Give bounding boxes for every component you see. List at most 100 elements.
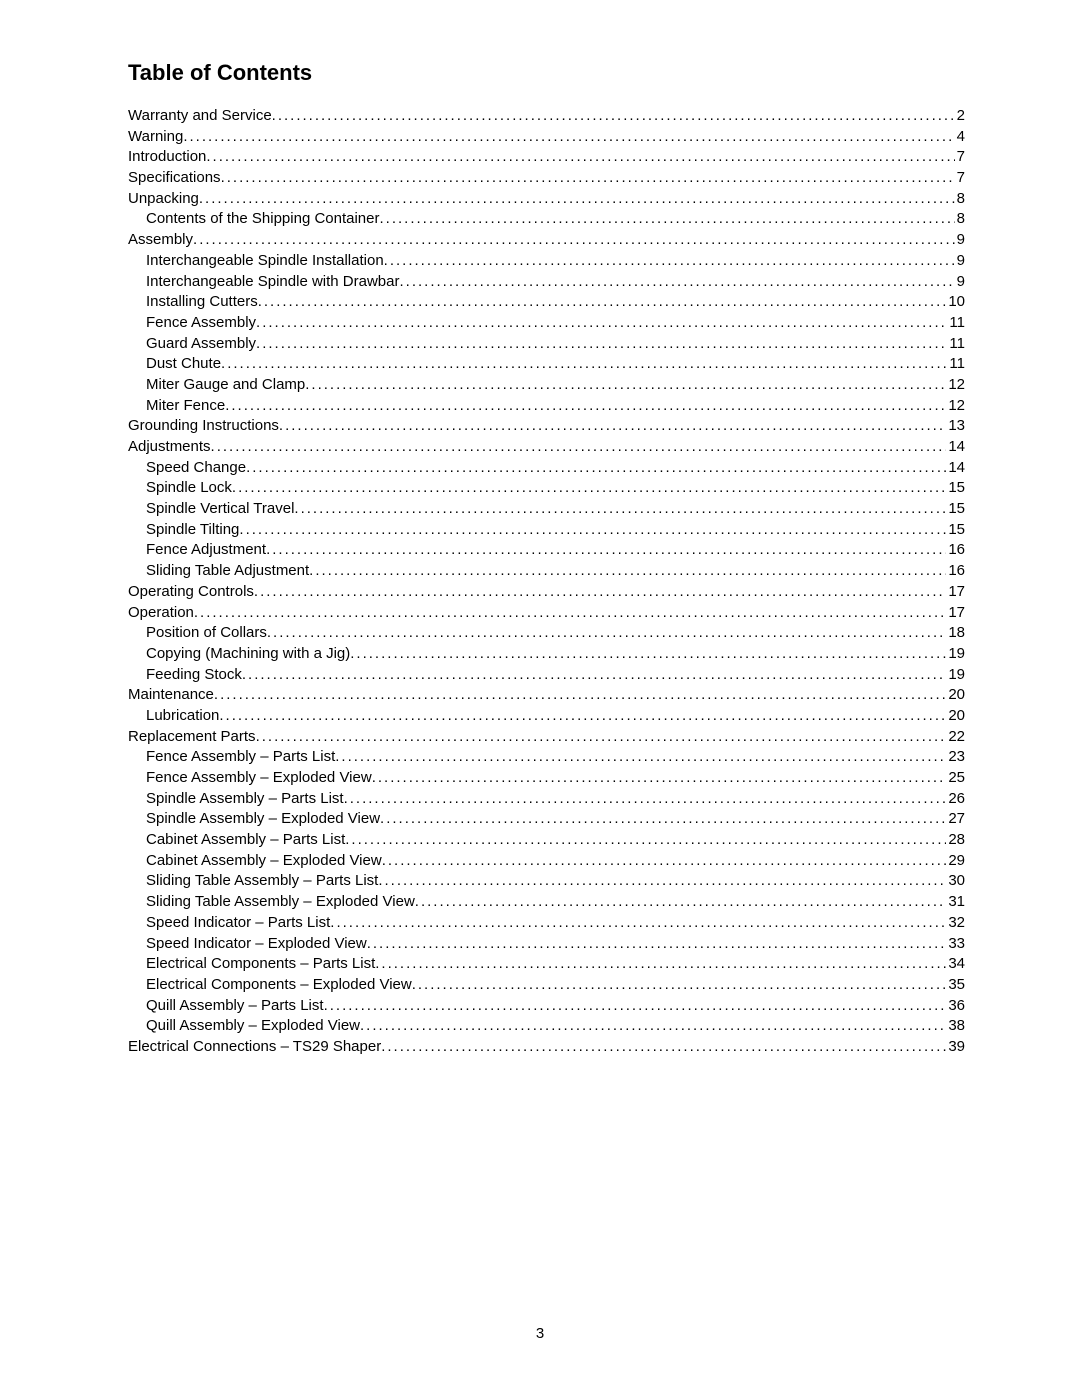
toc-entry-page: 19 [946, 665, 965, 686]
toc-entry: Guard Assembly11 [128, 334, 965, 355]
toc-leader-dots [279, 416, 946, 437]
toc-leader-dots [344, 789, 947, 810]
toc-entry-page: 2 [955, 106, 965, 127]
toc-entry: Speed Indicator – Exploded View33 [128, 934, 965, 955]
toc-entry-page: 14 [946, 437, 965, 458]
toc-entry-label: Cabinet Assembly – Exploded View [146, 851, 382, 872]
toc-entry-label: Adjustments [128, 437, 211, 458]
toc-leader-dots [221, 168, 955, 189]
toc-entry: Operation17 [128, 603, 965, 624]
toc-entry-label: Spindle Tilting [146, 520, 239, 541]
toc-entry-label: Lubrication [146, 706, 219, 727]
toc-entry-page: 11 [947, 334, 965, 355]
toc-entry-label: Copying (Machining with a Jig) [146, 644, 350, 665]
toc-leader-dots [378, 871, 946, 892]
toc-leader-dots [254, 582, 946, 603]
toc-entry-page: 15 [946, 478, 965, 499]
toc-entry: Replacement Parts22 [128, 727, 965, 748]
toc-entry-page: 16 [946, 540, 965, 561]
toc-entry-label: Warning [128, 127, 183, 148]
toc-entry-page: 28 [946, 830, 965, 851]
toc-entry-label: Fence Adjustment [146, 540, 266, 561]
toc-entry-label: Electrical Components – Exploded View [146, 975, 412, 996]
toc-entry: Cabinet Assembly – Exploded View29 [128, 851, 965, 872]
toc-entry-label: Position of Collars [146, 623, 267, 644]
toc-leader-dots [382, 851, 947, 872]
toc-leader-dots [412, 975, 947, 996]
toc-entry-page: 32 [946, 913, 965, 934]
toc-entry: Introduction7 [128, 147, 965, 168]
toc-entry-label: Unpacking [128, 189, 199, 210]
toc-entry-label: Speed Indicator – Parts List [146, 913, 330, 934]
toc-entry-page: 35 [946, 975, 965, 996]
toc-entry: Cabinet Assembly – Parts List 28 [128, 830, 965, 851]
toc-entry-label: Fence Assembly – Exploded View [146, 768, 372, 789]
toc-leader-dots [384, 251, 955, 272]
toc-entry: Specifications 7 [128, 168, 965, 189]
toc-entry-page: 13 [946, 416, 965, 437]
toc-entry-page: 33 [946, 934, 965, 955]
toc-entry-page: 9 [955, 251, 965, 272]
toc-leader-dots [221, 354, 947, 375]
toc-entry: Interchangeable Spindle with Drawbar9 [128, 272, 965, 293]
toc-entry-label: Quill Assembly – Exploded View [146, 1016, 360, 1037]
toc-entry: Warranty and Service2 [128, 106, 965, 127]
toc-entry: Contents of the Shipping Container8 [128, 209, 965, 230]
toc-leader-dots [380, 809, 946, 830]
toc-entry: Spindle Assembly – Parts List 26 [128, 789, 965, 810]
toc-leader-dots [225, 396, 946, 417]
toc-entry-page: 17 [946, 603, 965, 624]
toc-entry-page: 36 [946, 996, 965, 1017]
toc-leader-dots [335, 747, 946, 768]
toc-leader-dots [239, 520, 946, 541]
toc-leader-dots [194, 603, 946, 624]
toc-entry-label: Spindle Lock [146, 478, 232, 499]
toc-entry-page: 7 [955, 168, 965, 189]
toc-entry: Sliding Table Assembly – Parts List 30 [128, 871, 965, 892]
toc-entry: Miter Gauge and Clamp12 [128, 375, 965, 396]
toc-entry-label: Electrical Components – Parts List [146, 954, 375, 975]
toc-entry: Fence Assembly – Parts List23 [128, 747, 965, 768]
toc-leader-dots [330, 913, 946, 934]
toc-entry-label: Sliding Table Adjustment [146, 561, 309, 582]
toc-entry-page: 20 [946, 685, 965, 706]
toc-entry: Spindle Vertical Travel15 [128, 499, 965, 520]
toc-entry-page: 26 [946, 789, 965, 810]
toc-entry: Quill Assembly – Exploded View38 [128, 1016, 965, 1037]
toc-entry: Electrical Components – Parts List34 [128, 954, 965, 975]
toc-entry-page: 4 [955, 127, 965, 148]
toc-entry: Speed Change14 [128, 458, 965, 479]
toc-entry: Miter Fence12 [128, 396, 965, 417]
toc-entry: Spindle Tilting15 [128, 520, 965, 541]
toc-entry-page: 15 [946, 499, 965, 520]
toc-entry-label: Fence Assembly [146, 313, 256, 334]
toc-entry-page: 20 [946, 706, 965, 727]
toc-entry: Operating Controls17 [128, 582, 965, 603]
toc-entry-label: Maintenance [128, 685, 214, 706]
toc-leader-dots [214, 685, 946, 706]
toc-entry-label: Spindle Assembly – Parts List [146, 789, 344, 810]
toc-entry-label: Assembly [128, 230, 193, 251]
toc-entry: Feeding Stock19 [128, 665, 965, 686]
toc-entry-page: 10 [946, 292, 965, 313]
toc-leader-dots [193, 230, 955, 251]
toc-entry: Fence Assembly – Exploded View 25 [128, 768, 965, 789]
toc-entry-label: Spindle Assembly – Exploded View [146, 809, 380, 830]
toc-entry-label: Specifications [128, 168, 221, 189]
toc-leader-dots [246, 458, 946, 479]
toc-entry-label: Quill Assembly – Parts List [146, 996, 324, 1017]
toc-list: Warranty and Service2Warning 4Introductio… [128, 106, 965, 1058]
toc-leader-dots [399, 272, 954, 293]
toc-entry-page: 7 [955, 147, 965, 168]
toc-entry-page: 12 [946, 375, 965, 396]
toc-entry-label: Sliding Table Assembly – Parts List [146, 871, 378, 892]
toc-entry: Interchangeable Spindle Installation9 [128, 251, 965, 272]
toc-entry-page: 25 [946, 768, 965, 789]
toc-leader-dots [345, 830, 946, 851]
toc-entry-label: Cabinet Assembly – Parts List [146, 830, 345, 851]
toc-entry: Copying (Machining with a Jig)19 [128, 644, 965, 665]
toc-leader-dots [232, 478, 946, 499]
toc-entry: Position of Collars18 [128, 623, 965, 644]
toc-entry: Unpacking8 [128, 189, 965, 210]
toc-entry-page: 30 [946, 871, 965, 892]
